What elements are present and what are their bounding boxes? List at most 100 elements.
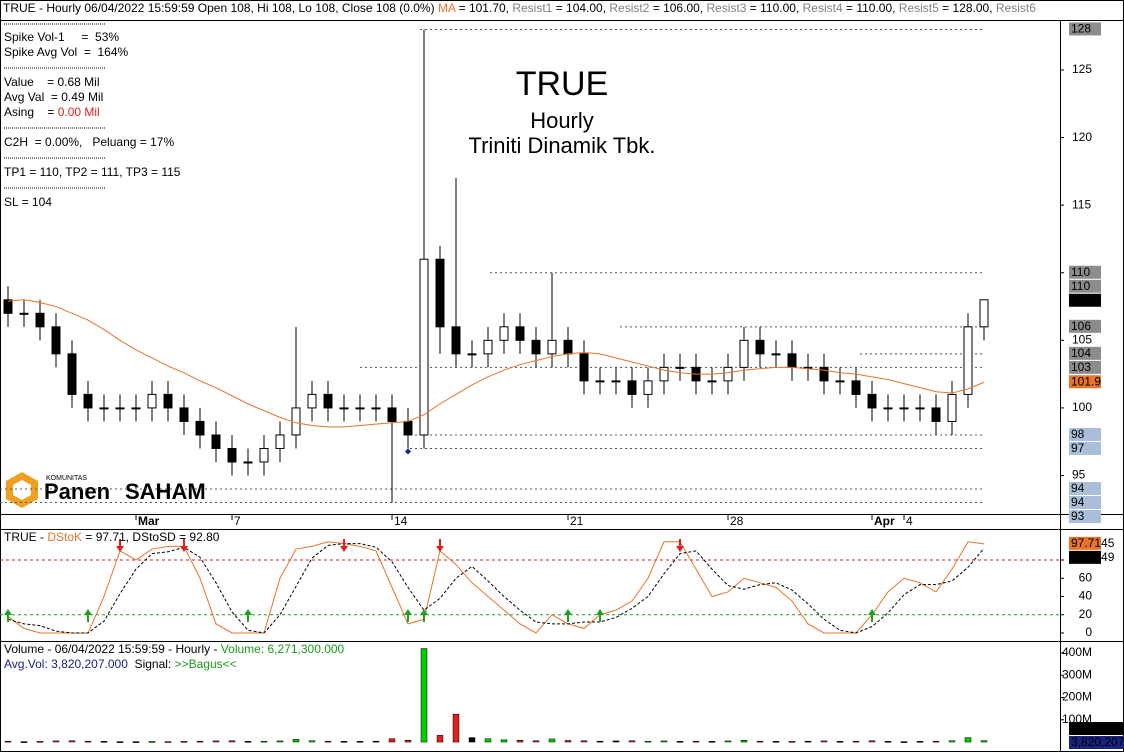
x-tick-label: 21 (570, 514, 584, 528)
price-tag-label: 93 (1071, 509, 1085, 523)
candle-body (899, 407, 909, 410)
volume-bar (148, 741, 156, 743)
candle-body (211, 434, 221, 449)
price-tag (1069, 265, 1101, 279)
candle-body (547, 339, 557, 355)
volume-bar (788, 741, 796, 743)
volume-bar (52, 740, 60, 743)
price-tag (1069, 279, 1101, 293)
price-tag-label: 94 (1071, 495, 1085, 509)
candle-body (611, 380, 621, 383)
last-close-marker (405, 448, 411, 455)
volume-bar (420, 648, 428, 743)
volume-title: Avg.Vol: 3,820,207.000 Signal: >>Bagus<< (4, 657, 237, 671)
volume-title-part: Signal: (128, 657, 175, 671)
info-line: Spike Avg Vol = 164% (4, 45, 129, 59)
volume-bar (852, 740, 860, 743)
volume-bar (884, 741, 892, 743)
watermark-period: Hourly (530, 108, 594, 133)
price-tag (1069, 722, 1124, 735)
volume-bar (36, 741, 44, 743)
volume-title: Volume - 06/04/2022 15:59:59 - Hourly - … (4, 642, 345, 656)
candle-body (419, 258, 429, 436)
volume-bar (468, 737, 476, 743)
buy-arrow (596, 609, 604, 622)
volume-bar (244, 741, 252, 743)
header-part: Resist2 (609, 1, 649, 15)
logo-small: KOMUNITAS (46, 475, 87, 482)
price-tag-label: 110 (1071, 265, 1090, 279)
candle-body (771, 353, 781, 356)
header-part: Resist4 (803, 1, 843, 15)
price-tag (1069, 536, 1101, 550)
y-tick-label: 200M (1062, 690, 1092, 704)
price-tag (1069, 510, 1101, 524)
y-tick-label: 125 (1072, 62, 1092, 76)
header-part: = 106.00, (649, 1, 706, 15)
candle-body (51, 326, 61, 355)
volume-bar (452, 713, 460, 743)
price-tag-label: 106 (1071, 319, 1091, 333)
info-line-part: SL = 104 (4, 195, 52, 209)
logo-icon (13, 480, 31, 500)
x-tick-label: Apr (874, 514, 895, 528)
info-line: Asing = 0.00 Mil (4, 105, 100, 119)
info-line: Value = 0.68 Mil (4, 75, 100, 89)
volume-bar (516, 739, 524, 743)
header-part: = 128.00, (939, 1, 996, 15)
volume-bar (596, 740, 604, 743)
header: TRUE - Hourly 06/04/2022 15:59:59 Open 1… (3, 1, 1036, 15)
volume-bar (564, 740, 572, 743)
volume-bar (68, 740, 76, 743)
volume-bar (580, 740, 588, 743)
buy-arrow (564, 609, 572, 622)
volume-bar (820, 740, 828, 743)
volume-bar (292, 739, 300, 743)
volume-bar (644, 740, 652, 743)
volume-bar (868, 740, 876, 743)
info-line: SL = 104 (4, 195, 52, 209)
volume-bar (356, 741, 364, 743)
price-tag-label: 3,820,207 (1071, 735, 1124, 749)
candle-body (323, 393, 333, 409)
candle-body (243, 461, 253, 464)
volume-bar (772, 741, 780, 743)
stoch-title-part: DStoK (47, 530, 82, 544)
candle-body (707, 380, 717, 383)
candle-body (739, 339, 749, 368)
candle-body (403, 420, 413, 436)
candle-body (515, 326, 525, 341)
price-tag (1069, 441, 1101, 455)
logo: KOMUNITAS Panen SAHAM (6, 472, 206, 508)
volume-bar (84, 740, 92, 743)
price-tag (1069, 550, 1101, 564)
price-tag (1069, 375, 1101, 389)
candle-body (3, 299, 13, 314)
y-tick-label: 40 (1079, 589, 1093, 603)
candle-body (867, 393, 877, 409)
y-tick-label: 300M (1062, 667, 1092, 681)
candle-body (163, 393, 173, 409)
sell-arrow (116, 539, 124, 552)
price-tag-label: 104 (1071, 346, 1091, 360)
header-part: = 101.70, (455, 1, 512, 15)
price-tag-label: 128 (1071, 22, 1091, 36)
volume-bar (692, 740, 700, 743)
price-tag (1069, 736, 1124, 749)
buy-arrow (404, 609, 412, 622)
volume-bar (404, 739, 412, 743)
candle-body (915, 407, 925, 410)
volume-bar (20, 741, 28, 743)
volume-bar (948, 740, 956, 743)
volume-bar (132, 741, 140, 743)
volume-bar (916, 741, 924, 743)
candle-body (19, 312, 29, 315)
price-tag-label: 92.8049 (1071, 550, 1115, 564)
price-tag (1069, 319, 1101, 333)
header-part: TRUE - Hourly 06/04/2022 15:59:59 Open 1… (3, 1, 438, 15)
candle-body (131, 407, 141, 410)
sell-arrow (436, 539, 444, 552)
